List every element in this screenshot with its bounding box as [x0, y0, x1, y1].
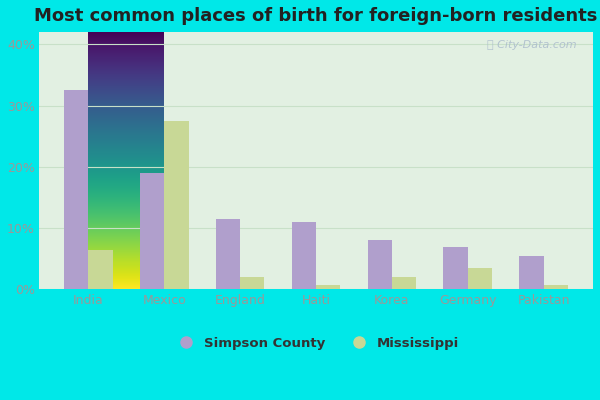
Legend: Simpson County, Mississippi: Simpson County, Mississippi — [167, 331, 464, 355]
Bar — [140, 173, 164, 290]
Bar — [240, 277, 265, 290]
Bar — [544, 284, 568, 290]
Bar — [316, 285, 340, 290]
Bar — [443, 246, 468, 290]
Bar — [368, 240, 392, 290]
Bar — [520, 256, 544, 290]
Bar — [292, 222, 316, 290]
Bar — [88, 250, 113, 290]
Bar — [64, 90, 88, 290]
Title: Most common places of birth for foreign-born residents: Most common places of birth for foreign-… — [34, 7, 598, 25]
Bar — [392, 277, 416, 290]
Text: ⓘ City-Data.com: ⓘ City-Data.com — [487, 40, 577, 50]
Bar — [216, 219, 240, 290]
Bar — [468, 268, 492, 290]
Bar — [164, 121, 188, 290]
